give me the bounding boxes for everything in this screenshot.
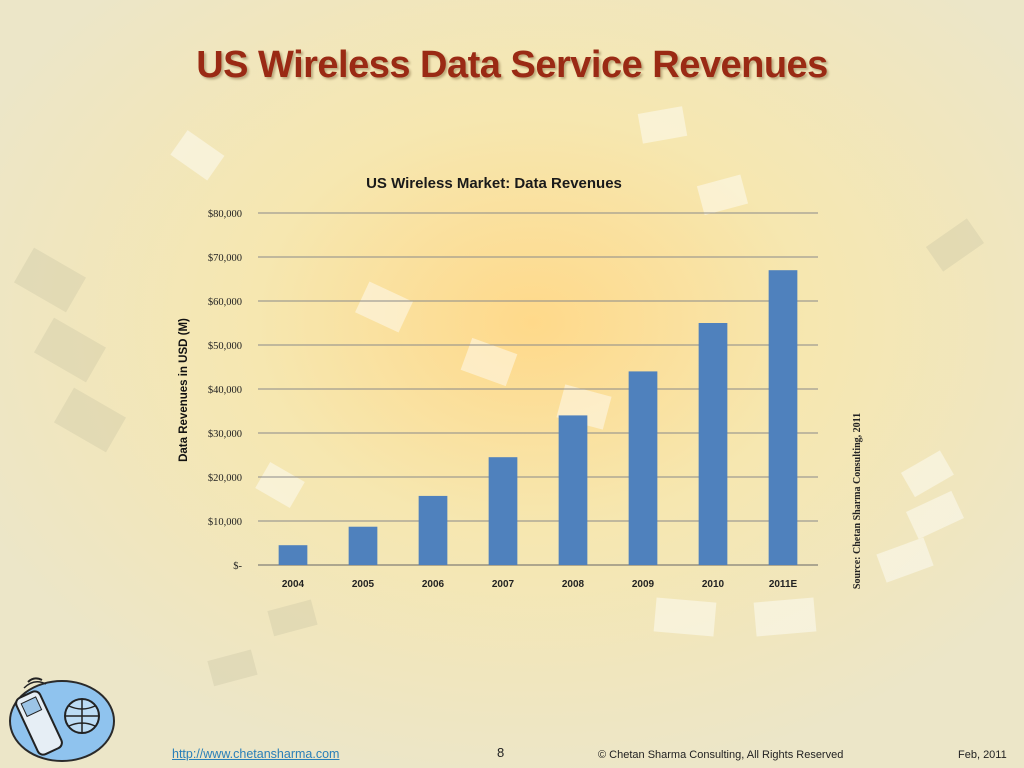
- footer-date: Feb, 2011: [958, 749, 1007, 761]
- phone-globe-logo-icon: [9, 677, 115, 762]
- x-tick-label: 2009: [632, 579, 655, 590]
- x-axis-ticks: 2004 2005 2006 2007 2008 2009 2010 2011E: [282, 579, 798, 590]
- slide-title: US Wireless Data Service Revenues: [196, 44, 828, 86]
- footer-copyright: © Chetan Sharma Consulting, All Rights R…: [598, 749, 844, 761]
- x-tick-label: 2006: [422, 579, 445, 590]
- bar-2004: [278, 545, 308, 565]
- chart-title: US Wireless Market: Data Revenues: [366, 175, 622, 192]
- y-tick-label: $20,000: [208, 473, 242, 484]
- bar-2007: [488, 457, 518, 565]
- y-axis-label: Data Revenues in USD (M): [178, 318, 190, 462]
- bar-chart: US Wireless Market: Data Revenues $- $10,…: [178, 175, 863, 590]
- x-tick-label: 2007: [492, 579, 515, 590]
- page-number: 8: [497, 745, 505, 760]
- source-note: Source: Chetan Sharma Consulting, 2011: [852, 413, 863, 589]
- x-tick-label: 2010: [702, 579, 725, 590]
- y-tick-label: $60,000: [208, 297, 242, 308]
- bar-2005: [348, 526, 378, 565]
- bar-2006: [418, 495, 448, 565]
- y-tick-label: $50,000: [208, 341, 242, 352]
- y-tick-label: $10,000: [208, 517, 242, 528]
- x-tick-label: 2004: [282, 579, 305, 590]
- gridlines: [258, 212, 818, 566]
- y-tick-label: $-: [233, 561, 242, 572]
- bar-2010: [698, 323, 728, 565]
- footer-website-link[interactable]: http://www.chetansharma.com: [172, 747, 340, 761]
- bar-2008: [558, 415, 588, 565]
- y-axis-ticks: $- $10,000 $20,000 $30,000 $40,000 $50,000 $60…: [208, 209, 243, 572]
- x-tick-label: 2008: [562, 579, 585, 590]
- y-tick-label: $80,000: [208, 209, 242, 220]
- y-tick-label: $40,000: [208, 385, 242, 396]
- bar-2011E: [768, 270, 798, 565]
- y-tick-label: $70,000: [208, 253, 242, 264]
- x-tick-label: 2005: [352, 579, 375, 590]
- y-tick-label: $30,000: [208, 429, 242, 440]
- bar-2009: [628, 371, 658, 565]
- bars: [278, 270, 798, 565]
- x-tick-label: 2011E: [769, 579, 798, 590]
